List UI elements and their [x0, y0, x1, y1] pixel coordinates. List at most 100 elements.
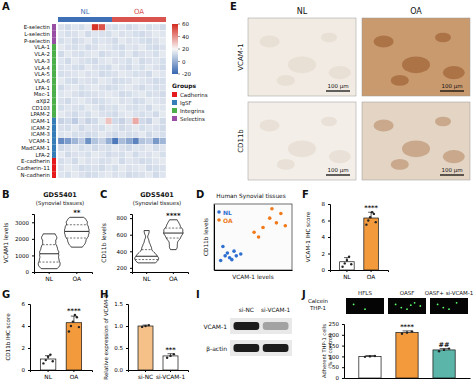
tick: 400 — [117, 249, 133, 255]
cell — [126, 78, 133, 85]
point — [270, 207, 274, 211]
cell — [153, 84, 160, 91]
cell — [159, 51, 166, 58]
colorbar-tick — [178, 74, 180, 75]
cell — [65, 124, 72, 131]
cell — [159, 151, 166, 158]
cell — [85, 165, 92, 172]
cell — [146, 171, 153, 178]
cell — [146, 24, 153, 31]
cell — [105, 145, 112, 152]
cell — [65, 91, 72, 98]
cell — [132, 131, 139, 138]
cell — [105, 91, 112, 98]
tick-mark — [146, 272, 147, 274]
cell — [153, 165, 160, 172]
point — [344, 262, 346, 264]
cell — [153, 138, 160, 145]
cell — [132, 37, 139, 44]
membrane — [230, 318, 292, 334]
cell — [153, 171, 160, 178]
cell — [146, 84, 153, 91]
cell — [65, 98, 72, 105]
cell — [159, 145, 166, 152]
cell — [126, 37, 133, 44]
category-tick: NL — [343, 270, 351, 280]
row-group — [52, 44, 56, 51]
cell — [99, 24, 106, 31]
point — [365, 223, 367, 225]
micrograph — [346, 298, 384, 314]
cell — [78, 171, 85, 178]
cell — [72, 111, 79, 118]
cell — [92, 104, 99, 111]
row-group — [52, 145, 56, 152]
marks — [138, 324, 178, 370]
cell — [159, 91, 166, 98]
band — [263, 322, 289, 330]
cell — [139, 31, 146, 38]
axis-title: CD11b IHC score — [5, 313, 11, 361]
point — [279, 212, 283, 216]
cell — [119, 71, 126, 78]
tissue — [402, 56, 430, 73]
tissue — [391, 159, 409, 170]
heatmap-panel: AE-selectinL-selectinP-selectinVLA-1VLA-… — [2, 1, 208, 178]
cell — [139, 37, 146, 44]
tick: 6 — [22, 301, 31, 307]
cell — [112, 124, 119, 131]
cell — [119, 158, 126, 165]
axis: 200400600800 — [117, 215, 133, 273]
cell — [72, 118, 79, 125]
row-label: VCAM-1 — [237, 43, 245, 70]
tick-mark — [126, 304, 128, 305]
row-label: N-cadherin — [20, 172, 50, 178]
point — [232, 249, 236, 253]
point — [373, 213, 375, 215]
image-label: HFLS — [358, 290, 372, 296]
bar — [396, 333, 418, 378]
cell — [92, 71, 99, 78]
point — [141, 326, 143, 328]
row-label: Mac-1 — [34, 91, 50, 97]
panel-letter: F — [302, 189, 309, 200]
tick-label: 6 — [322, 218, 326, 224]
cell — [85, 131, 92, 138]
axis-line — [328, 205, 331, 271]
tick: 0 — [322, 267, 331, 273]
cell — [159, 118, 166, 125]
cell — [105, 78, 112, 85]
tissue — [329, 66, 351, 79]
cell-dot — [406, 308, 408, 310]
violin-panel: CGDS5401(Synovial tissues)200400600800NL… — [100, 189, 189, 282]
cell — [65, 84, 72, 91]
error-bar — [48, 356, 49, 359]
cell — [58, 171, 65, 178]
cells — [58, 24, 166, 178]
cell — [153, 24, 160, 31]
axis: NLOA — [31, 370, 93, 380]
category-tick: OA — [367, 270, 375, 280]
row-group — [52, 111, 56, 118]
cell — [153, 145, 160, 152]
cell — [105, 118, 112, 125]
cell — [92, 84, 99, 91]
tick-label: 1.5 — [114, 301, 123, 307]
tick-mark — [328, 221, 330, 222]
cell-dot — [353, 304, 355, 306]
scatter-panel: DHuman Synovial tissuesVCAM-1 levelsCD11… — [196, 189, 293, 280]
cell — [92, 151, 99, 158]
tick-mark — [328, 237, 330, 238]
cell — [72, 138, 79, 145]
cell — [112, 84, 119, 91]
point — [443, 349, 445, 351]
point — [42, 362, 44, 364]
blot-panel: Isi-NCsi-VCAM-1VCAM-1β-actin — [196, 289, 292, 356]
cell — [58, 158, 65, 165]
cell — [126, 171, 133, 178]
point — [374, 355, 376, 357]
tick: 3000 — [15, 220, 34, 226]
cell — [99, 151, 106, 158]
panel-letter: D — [196, 189, 204, 200]
cell — [126, 84, 133, 91]
